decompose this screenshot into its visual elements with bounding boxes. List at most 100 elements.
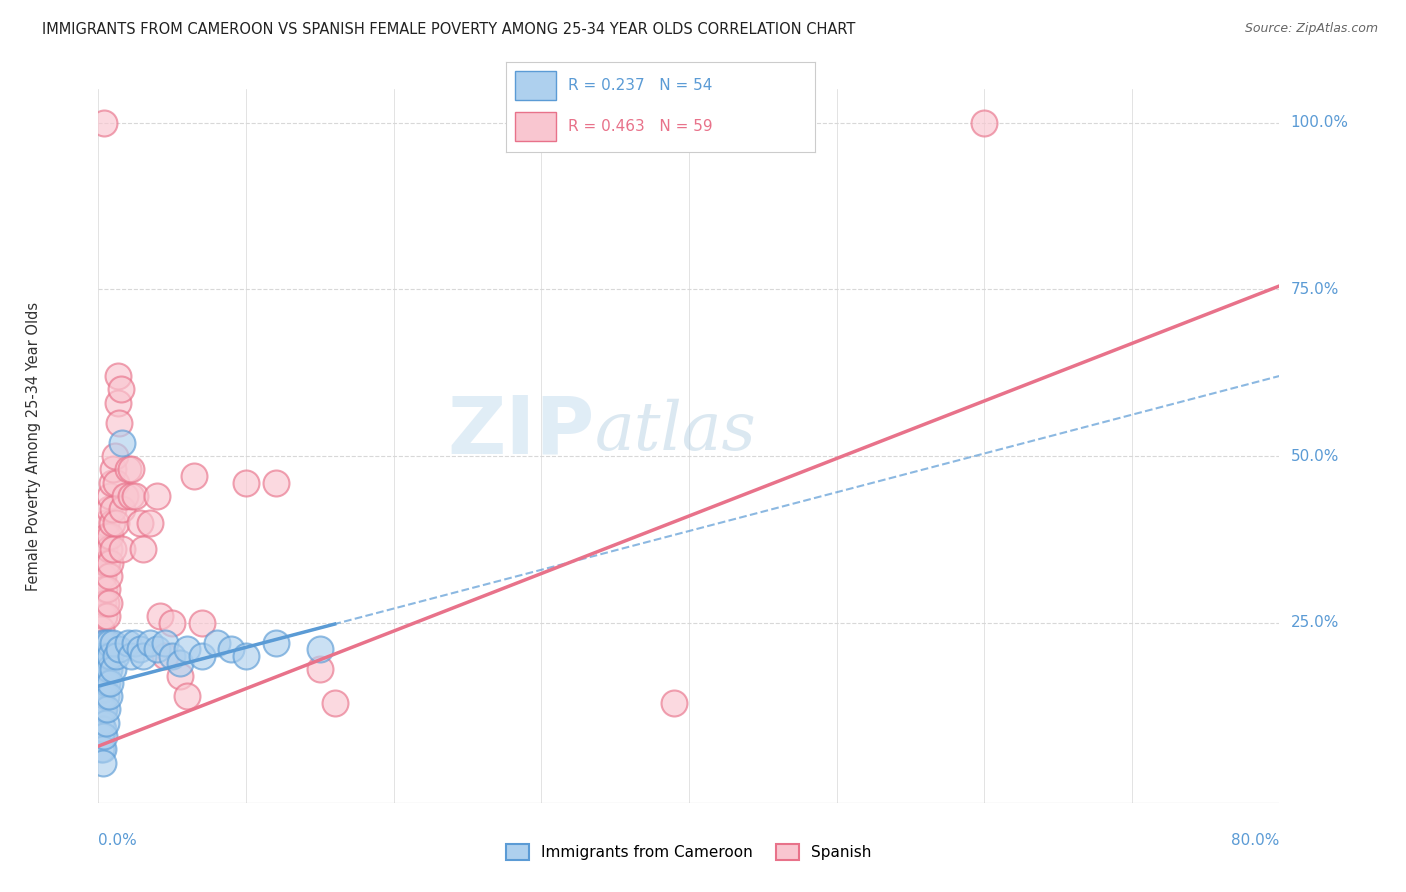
Point (90, 662, 112, 676)
Point (323, 696, 346, 710)
Point (146, 642, 169, 657)
Point (94, 516, 117, 530)
Point (139, 516, 162, 530)
Point (90, 702, 112, 716)
Point (93, 115, 115, 129)
Point (264, 636, 287, 650)
Bar (516, 112, 555, 141)
Point (90, 623, 112, 637)
Point (90, 649, 112, 664)
Point (105, 475, 128, 490)
Point (235, 649, 257, 664)
Text: 75.0%: 75.0% (1291, 282, 1339, 297)
Point (91, 662, 114, 676)
Point (108, 416, 131, 430)
Point (120, 462, 142, 476)
Point (90, 649, 112, 664)
Point (96, 702, 118, 716)
Point (94, 636, 117, 650)
Point (91, 596, 114, 610)
Point (91, 649, 114, 664)
Point (973, 115, 995, 129)
Text: Source: ZipAtlas.com: Source: ZipAtlas.com (1244, 22, 1378, 36)
Point (91, 702, 114, 716)
Point (103, 462, 125, 476)
Point (120, 649, 142, 664)
Text: ZIP: ZIP (447, 392, 595, 471)
Point (103, 662, 125, 676)
Text: 0.0%: 0.0% (98, 833, 138, 848)
Point (105, 516, 128, 530)
Point (90, 729, 112, 743)
Point (103, 502, 125, 516)
Point (98, 556, 121, 570)
Point (90, 689, 112, 703)
Point (93, 609, 115, 624)
Point (98, 649, 121, 664)
Point (107, 395, 129, 409)
Text: 50.0%: 50.0% (1291, 449, 1339, 464)
Point (100, 475, 122, 490)
Point (98, 675, 121, 690)
Point (94, 596, 117, 610)
Point (309, 642, 332, 657)
Text: 25.0%: 25.0% (1291, 615, 1339, 631)
Point (117, 462, 139, 476)
Point (97, 689, 120, 703)
Point (176, 642, 198, 657)
Point (93, 702, 115, 716)
Point (664, 696, 686, 710)
Point (96, 556, 118, 570)
Point (205, 636, 228, 650)
Point (111, 435, 134, 450)
Point (91, 636, 114, 650)
Point (96, 649, 118, 664)
Point (107, 368, 129, 383)
Point (104, 449, 127, 463)
Point (96, 529, 118, 543)
Point (191, 649, 214, 664)
Point (94, 556, 117, 570)
Point (219, 642, 242, 657)
Point (153, 649, 176, 664)
Point (169, 656, 191, 670)
Point (100, 516, 122, 530)
Point (97, 569, 120, 583)
Text: atlas: atlas (595, 399, 756, 465)
Point (108, 642, 131, 657)
Point (91, 569, 114, 583)
Point (162, 649, 183, 664)
Point (146, 489, 169, 503)
Point (120, 489, 142, 503)
Point (139, 636, 162, 650)
Point (183, 469, 205, 483)
Point (97, 662, 120, 676)
Text: 80.0%: 80.0% (1232, 833, 1279, 848)
Point (110, 382, 132, 396)
Point (93, 675, 115, 690)
Point (91, 682, 114, 697)
Point (91, 742, 114, 756)
Point (97, 636, 120, 650)
Point (132, 649, 155, 664)
Point (91, 756, 114, 770)
Point (124, 636, 146, 650)
Point (91, 723, 114, 737)
Point (97, 542, 120, 557)
Point (117, 636, 139, 650)
Point (264, 475, 287, 490)
Point (176, 689, 198, 703)
Point (93, 542, 115, 557)
Point (111, 542, 134, 557)
Point (96, 609, 118, 624)
Point (96, 582, 118, 597)
Point (128, 642, 150, 657)
Text: Female Poverty Among 25-34 Year Olds: Female Poverty Among 25-34 Year Olds (25, 301, 41, 591)
Text: R = 0.237   N = 54: R = 0.237 N = 54 (568, 78, 713, 93)
Point (105, 649, 128, 664)
Point (98, 489, 121, 503)
Point (124, 489, 146, 503)
Point (128, 516, 150, 530)
Point (153, 636, 176, 650)
Text: IMMIGRANTS FROM CAMEROON VS SPANISH FEMALE POVERTY AMONG 25-34 YEAR OLDS CORRELA: IMMIGRANTS FROM CAMEROON VS SPANISH FEMA… (42, 22, 856, 37)
